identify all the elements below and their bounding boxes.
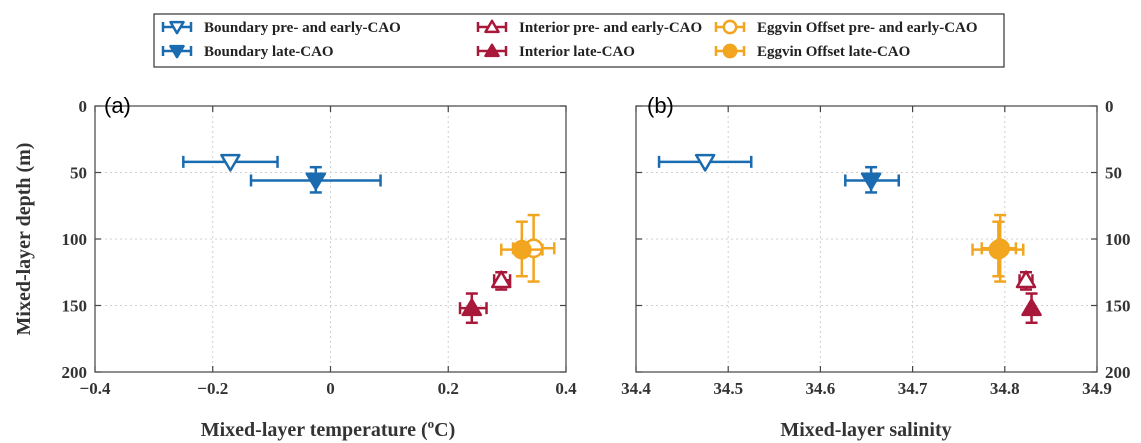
data-point (657, 153, 753, 172)
legend-entry: Interior pre- and early-CAO (476, 19, 702, 36)
legend-marker (722, 19, 738, 35)
point-marker (860, 172, 882, 191)
legend-label: Boundary pre- and early-CAO (204, 20, 401, 36)
point-marker (694, 153, 716, 172)
data-point (844, 165, 901, 194)
y-tick-label: 150 (1105, 297, 1131, 316)
legend-label: Boundary late-CAO (204, 44, 334, 60)
panel-a-xlabel: Mixed-layer temperature (oC) (201, 416, 456, 441)
y-tick-label: 200 (62, 363, 88, 382)
panel-b-label: (b) (647, 93, 674, 118)
legend-entry: Boundary late-CAO (161, 44, 334, 60)
panel-a-marks (182, 153, 556, 325)
data-point (182, 153, 279, 172)
x-tick-label: −0.2 (197, 379, 228, 398)
panel-b-xticks: 34.4 34.5 34.6 34.7 34.8 34.9 (621, 106, 1112, 398)
point-marker (512, 239, 532, 260)
panel-a-yticks: 0 50 100 150 200 (62, 97, 566, 382)
panel-b-xlabel: Mixed-layer salinity (780, 419, 951, 441)
legend-entry: Boundary pre- and early-CAO (161, 20, 401, 36)
legend-label: Eggvin Offset late-CAO (757, 44, 910, 60)
y-tick-label: 100 (1105, 230, 1131, 249)
legend-entry: Eggvin Offset late-CAO (714, 43, 910, 60)
data-point (971, 220, 1025, 278)
data-point (499, 220, 544, 278)
x-tick-label: 0 (326, 379, 335, 398)
x-tick-label: 34.6 (806, 379, 836, 398)
legend-entry: Interior late-CAO (476, 43, 635, 60)
point-marker (988, 239, 1009, 260)
data-point (458, 292, 488, 325)
point-marker (461, 298, 483, 317)
legend: Boundary pre- and early-CAO Boundary late… (153, 13, 1005, 68)
panel-a: −0.4 −0.2 0 0.2 0.4 0 50 100 150 200 (a) Mixed-l… (13, 93, 577, 441)
legend-marker (722, 43, 738, 59)
x-tick-label: 0.2 (438, 379, 459, 398)
x-tick-label: 34.7 (898, 379, 928, 398)
data-point (249, 165, 382, 194)
data-point (1021, 292, 1042, 325)
panel-a-label: (a) (104, 93, 131, 118)
legend-label: Interior pre- and early-CAO (519, 20, 702, 36)
y-tick-label: 0 (1105, 97, 1114, 116)
x-tick-label: 34.9 (1082, 379, 1112, 398)
y-tick-label: 50 (70, 164, 87, 183)
x-tick-label: 34.8 (990, 379, 1020, 398)
panel-b-grid (635, 105, 1098, 373)
y-tick-label: 50 (1105, 164, 1122, 183)
point-marker (490, 270, 512, 289)
legend-marker (169, 20, 185, 35)
legend-label: Eggvin Offset pre- and early-CAO (757, 20, 978, 36)
point-marker (220, 153, 241, 172)
x-tick-label: 34.5 (713, 379, 743, 398)
y-tick-label: 200 (1105, 363, 1131, 382)
panel-a-xticks: −0.4 −0.2 0 0.2 0.4 (80, 106, 577, 398)
legend-marker (169, 44, 185, 59)
panel-a-ylabel: Mixed-layer depth (m) (13, 143, 35, 336)
legend-label: Interior late-CAO (519, 44, 635, 60)
legend-items: Boundary pre- and early-CAO Boundary late… (161, 19, 978, 60)
y-tick-label: 0 (79, 97, 88, 116)
x-tick-label: 0.4 (555, 379, 577, 398)
y-tick-label: 150 (62, 297, 88, 316)
panel-b-marks (657, 153, 1042, 325)
x-tick-label: −0.4 (80, 379, 111, 398)
point-marker (1021, 298, 1042, 317)
legend-box (153, 13, 1005, 68)
panel-b: 34.4 34.5 34.6 34.7 34.8 34.9 0 50 100 150 200 (b… (621, 93, 1130, 441)
data-point (1015, 270, 1037, 291)
panel-b-yticks: 0 50 100 150 200 (636, 97, 1131, 382)
point-marker (305, 172, 327, 191)
legend-marker (484, 43, 500, 58)
panel-a-grid (94, 105, 567, 373)
data-point (490, 270, 512, 291)
y-tick-label: 100 (62, 230, 88, 249)
legend-marker (484, 19, 500, 34)
point-marker (1015, 270, 1037, 289)
x-tick-label: 34.4 (621, 379, 651, 398)
legend-entry: Eggvin Offset pre- and early-CAO (714, 19, 978, 36)
